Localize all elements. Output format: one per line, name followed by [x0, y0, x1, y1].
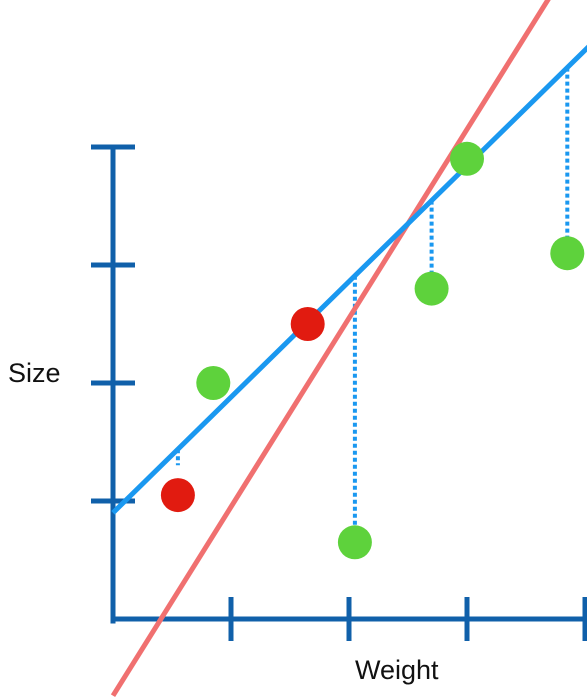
data-point-4 — [338, 525, 372, 559]
data-point-6 — [450, 142, 484, 176]
data-point-5 — [415, 272, 449, 306]
fit-lines — [113, 0, 587, 696]
fit-line-2 — [113, 33, 587, 513]
y-axis-label: Size — [8, 358, 61, 389]
data-point-1 — [161, 478, 195, 512]
x-axis-label: Weight — [355, 655, 439, 686]
axes — [91, 147, 587, 641]
fit-line-1 — [113, 0, 587, 696]
residual-lines — [178, 68, 567, 543]
data-point-2 — [291, 307, 325, 341]
data-points — [161, 142, 584, 560]
data-point-7 — [550, 236, 584, 270]
data-point-3 — [196, 366, 230, 400]
